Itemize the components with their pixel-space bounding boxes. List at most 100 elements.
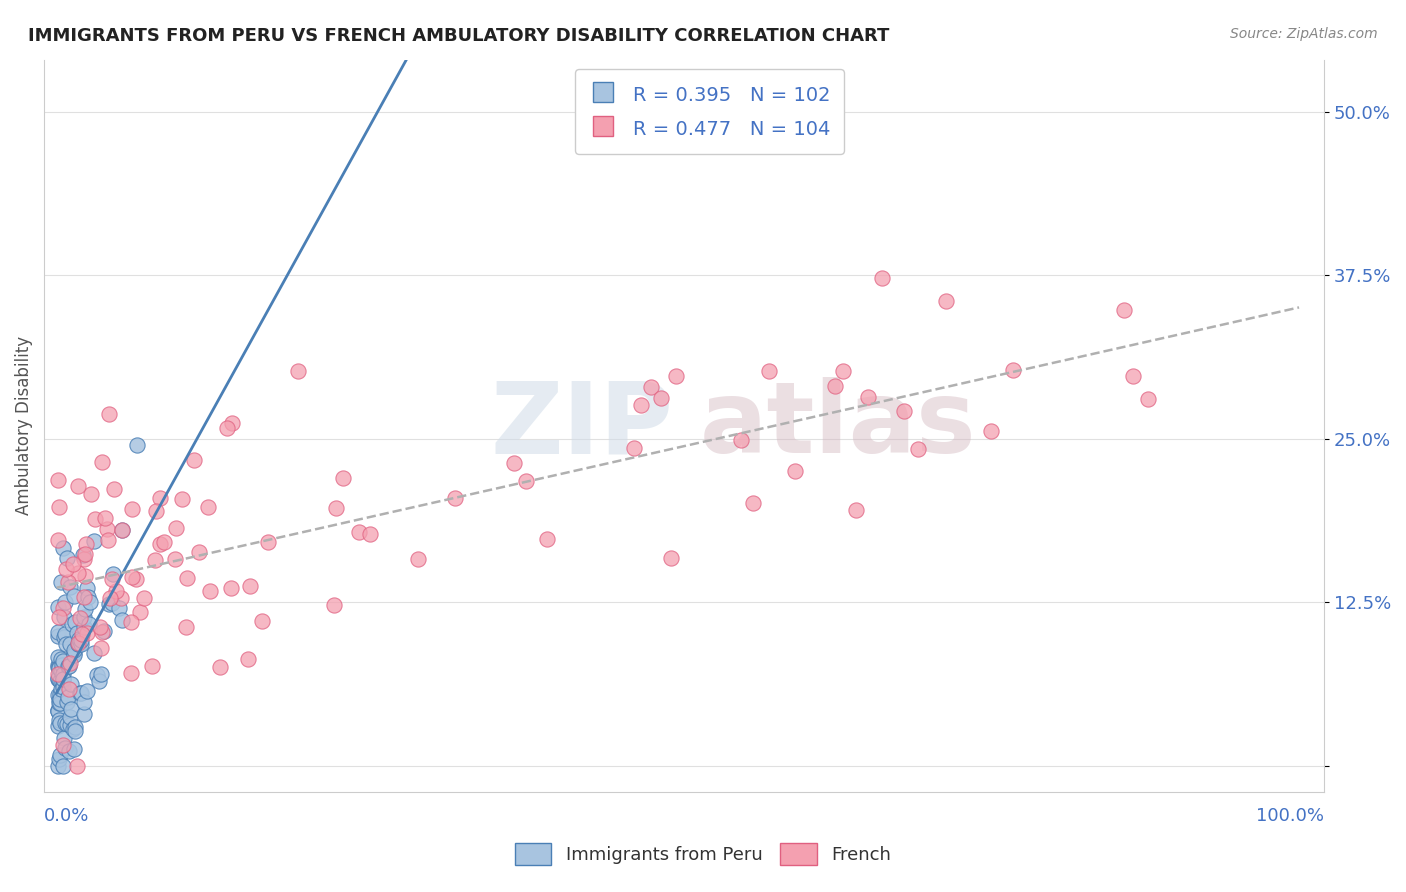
Immigrants from Peru [70, 686, 93, 700]
Immigrants from Peru [52, 541, 75, 556]
Legend: Immigrants from Peru, French: Immigrants from Peru, French [506, 834, 900, 874]
Immigrants from Peru [48, 661, 70, 675]
French [239, 579, 262, 593]
Immigrants from Peru [69, 685, 91, 699]
Immigrants from Peru [83, 533, 105, 548]
French [121, 570, 143, 584]
Immigrants from Peru [46, 759, 69, 773]
Immigrants from Peru [49, 574, 72, 589]
Immigrants from Peru [56, 717, 79, 731]
French [183, 453, 205, 467]
French [101, 572, 124, 586]
French [502, 456, 524, 470]
French [832, 364, 855, 378]
French [56, 574, 79, 589]
Immigrants from Peru [48, 674, 70, 689]
Immigrants from Peru [93, 624, 115, 639]
Immigrants from Peru [59, 581, 82, 595]
French [73, 552, 96, 566]
French [870, 270, 893, 285]
French [55, 562, 77, 576]
French [659, 551, 682, 566]
Legend: R = 0.395   N = 102, R = 0.477   N = 104: R = 0.395 N = 102, R = 0.477 N = 104 [575, 70, 845, 153]
French [197, 500, 219, 515]
Immigrants from Peru [56, 551, 79, 566]
Immigrants from Peru [70, 637, 93, 651]
Immigrants from Peru [66, 626, 89, 640]
Immigrants from Peru [69, 632, 91, 647]
Immigrants from Peru [75, 602, 97, 616]
Immigrants from Peru [49, 696, 72, 710]
Immigrants from Peru [73, 620, 96, 634]
Immigrants from Peru [49, 681, 72, 696]
Immigrants from Peru [101, 596, 124, 610]
Immigrants from Peru [101, 566, 124, 581]
French [236, 652, 259, 666]
Immigrants from Peru [48, 625, 70, 640]
French [163, 552, 186, 566]
Immigrants from Peru [51, 658, 73, 673]
Immigrants from Peru [49, 652, 72, 666]
Immigrants from Peru [108, 601, 131, 615]
French [59, 656, 82, 670]
French [96, 523, 118, 537]
French [145, 504, 167, 518]
Immigrants from Peru [72, 549, 94, 563]
Immigrants from Peru [63, 615, 86, 630]
French [332, 471, 354, 485]
Text: ZIP: ZIP [491, 377, 673, 475]
French [48, 610, 70, 624]
French [1002, 363, 1025, 377]
French [858, 391, 880, 405]
French [935, 294, 957, 309]
French [198, 584, 221, 599]
Immigrants from Peru [46, 703, 69, 717]
Immigrants from Peru [73, 707, 96, 722]
Immigrants from Peru [79, 616, 101, 631]
French [73, 590, 96, 604]
Immigrants from Peru [52, 609, 75, 624]
French [256, 534, 278, 549]
French [322, 598, 344, 612]
French [73, 548, 96, 562]
Immigrants from Peru [97, 597, 120, 611]
Immigrants from Peru [46, 689, 69, 703]
French [58, 681, 80, 696]
French [148, 491, 170, 505]
Immigrants from Peru [73, 696, 96, 710]
French [359, 527, 381, 541]
French [110, 591, 132, 605]
Immigrants from Peru [62, 646, 84, 660]
Immigrants from Peru [49, 748, 72, 763]
Y-axis label: Ambulatory Disability: Ambulatory Disability [15, 336, 32, 516]
French [143, 553, 166, 567]
Text: atlas: atlas [699, 377, 976, 475]
Immigrants from Peru [52, 672, 75, 686]
Immigrants from Peru [46, 704, 69, 718]
Immigrants from Peru [56, 695, 79, 709]
Text: IMMIGRANTS FROM PERU VS FRENCH AMBULATORY DISABILITY CORRELATION CHART: IMMIGRANTS FROM PERU VS FRENCH AMBULATOR… [28, 27, 890, 45]
French [94, 511, 117, 525]
Immigrants from Peru [59, 637, 82, 651]
French [141, 658, 163, 673]
Immigrants from Peru [127, 437, 149, 451]
Immigrants from Peru [49, 664, 72, 678]
Immigrants from Peru [53, 715, 76, 730]
French [153, 535, 176, 549]
French [111, 523, 134, 537]
French [515, 474, 537, 488]
French [120, 665, 142, 680]
French [98, 591, 121, 605]
Immigrants from Peru [62, 723, 84, 737]
French [91, 455, 114, 469]
Immigrants from Peru [58, 744, 80, 758]
French [125, 572, 148, 586]
French [103, 482, 125, 496]
Immigrants from Peru [58, 690, 80, 705]
French [406, 552, 429, 566]
French [46, 666, 69, 681]
French [209, 659, 232, 673]
Immigrants from Peru [52, 759, 75, 773]
French [80, 487, 103, 501]
Immigrants from Peru [60, 701, 83, 715]
